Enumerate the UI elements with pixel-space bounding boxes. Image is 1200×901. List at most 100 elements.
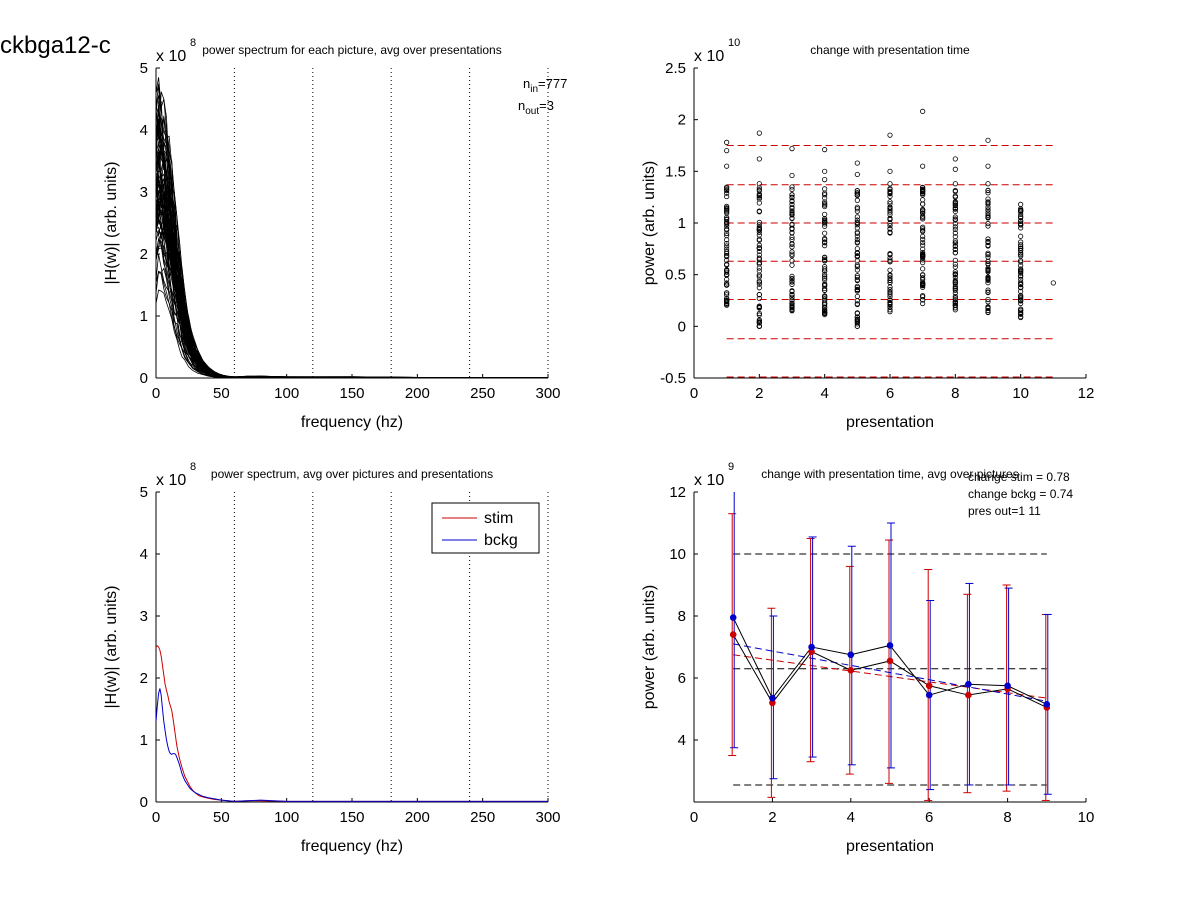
scatter-point <box>822 168 828 174</box>
scatter-point <box>887 267 893 273</box>
spectrum-line <box>155 209 548 379</box>
scatter-point <box>920 163 926 169</box>
scatter-point <box>887 272 893 278</box>
scatter-point <box>985 260 991 267</box>
scatter-point <box>887 297 893 303</box>
scatter-point <box>1018 285 1024 291</box>
scatter-point <box>920 228 926 234</box>
spectrum-line <box>155 203 548 379</box>
scatter-point <box>724 190 730 196</box>
scatter-point <box>887 181 893 187</box>
scatter-point <box>985 196 991 202</box>
scatter-point <box>822 266 828 272</box>
spectrum-line <box>155 190 548 379</box>
scatter-point <box>822 293 828 299</box>
scatter-point <box>854 284 860 291</box>
scatter-point <box>756 278 762 284</box>
scatter-point <box>756 281 762 287</box>
scatter-point <box>789 225 795 231</box>
scatter-point <box>920 281 926 287</box>
spectrum-line <box>155 183 548 378</box>
scatter-point <box>952 305 958 311</box>
n-out-value: =3 <box>539 98 554 113</box>
x-tick-label: 2 <box>755 385 763 402</box>
x-tick-label: 100 <box>274 809 299 826</box>
scatter-point <box>1018 250 1024 256</box>
y-tick-label: 2 <box>678 112 686 129</box>
scatter-point <box>724 233 730 239</box>
n-in-annotation: nin=777 <box>523 76 567 95</box>
scatter-point <box>952 181 958 187</box>
x-tick-label: 0 <box>152 809 160 826</box>
data-point-stim <box>886 657 894 665</box>
legend-label-stim: stim <box>484 510 513 527</box>
scatter-point <box>822 243 828 249</box>
scatter-point <box>952 246 958 253</box>
scatter-point <box>887 291 893 297</box>
scatter-point <box>985 254 991 260</box>
scatter-point <box>756 272 762 278</box>
scatter-point <box>887 257 893 263</box>
scatter-point <box>952 286 958 292</box>
scatter-point <box>854 197 860 203</box>
y-tick-label: 5 <box>140 484 148 501</box>
scatter-point <box>985 269 991 275</box>
scatter-point <box>887 252 893 258</box>
scatter-point <box>952 269 958 275</box>
scatter-point <box>985 299 991 305</box>
y-tick-label: 8 <box>678 608 686 625</box>
scatter-point <box>724 250 730 257</box>
spectrum-line <box>155 197 548 379</box>
y-axis-label: power (arb. units) <box>641 161 658 286</box>
scatter-point <box>887 300 893 306</box>
scatter-point <box>789 186 795 193</box>
scatter-point <box>985 304 991 310</box>
x-tick-label: 8 <box>951 385 959 402</box>
scatter-point <box>854 208 860 214</box>
y-tick-label: -0.5 <box>660 370 686 387</box>
y-tick-label: 10 <box>669 546 686 563</box>
scatter-point <box>1018 242 1024 248</box>
scatter-point <box>887 190 893 196</box>
y-tick-label: 0 <box>140 370 148 387</box>
y-exponent-label: x 10 <box>694 472 724 489</box>
scatter-point <box>952 293 958 300</box>
scatter-point <box>854 254 860 260</box>
scatter-point <box>887 220 893 226</box>
scatter-point <box>952 257 958 263</box>
scatter-point <box>724 230 730 237</box>
scatter-point <box>920 189 926 195</box>
x-tick-label: 8 <box>1003 809 1011 826</box>
scatter-point <box>756 295 762 302</box>
spectrum-line <box>155 186 549 379</box>
scatter-point <box>887 132 893 138</box>
spectrum-line <box>155 140 548 378</box>
spectrum-line <box>155 224 549 379</box>
x-tick-label: 200 <box>405 385 430 402</box>
scatter-point <box>724 227 730 233</box>
spectrum-line <box>155 254 548 379</box>
y-tick-label: 12 <box>669 484 686 501</box>
scatter-point <box>1018 233 1024 239</box>
scatter-point <box>822 264 828 270</box>
scatter-point <box>952 243 958 250</box>
scatter-point <box>985 199 991 205</box>
scatter-point <box>789 258 795 264</box>
scatter-point <box>724 302 730 308</box>
chart-title: change with presentation time <box>810 43 970 57</box>
n-in-sub: in <box>530 84 538 95</box>
scatter-point <box>920 224 926 230</box>
scatter-point <box>887 199 893 205</box>
scatter-point <box>724 262 730 268</box>
scatter-point <box>724 276 730 283</box>
spectrum-line <box>155 159 549 379</box>
data-point-bckg <box>1004 682 1011 690</box>
scatter-point <box>724 300 730 307</box>
scatter-point <box>1018 281 1024 287</box>
scatter-point <box>724 268 730 274</box>
spectrum-line <box>155 130 549 378</box>
scatter-point <box>789 204 795 210</box>
scatter-point <box>920 297 926 303</box>
scatter-point <box>920 242 926 248</box>
scatter-point <box>854 171 860 178</box>
